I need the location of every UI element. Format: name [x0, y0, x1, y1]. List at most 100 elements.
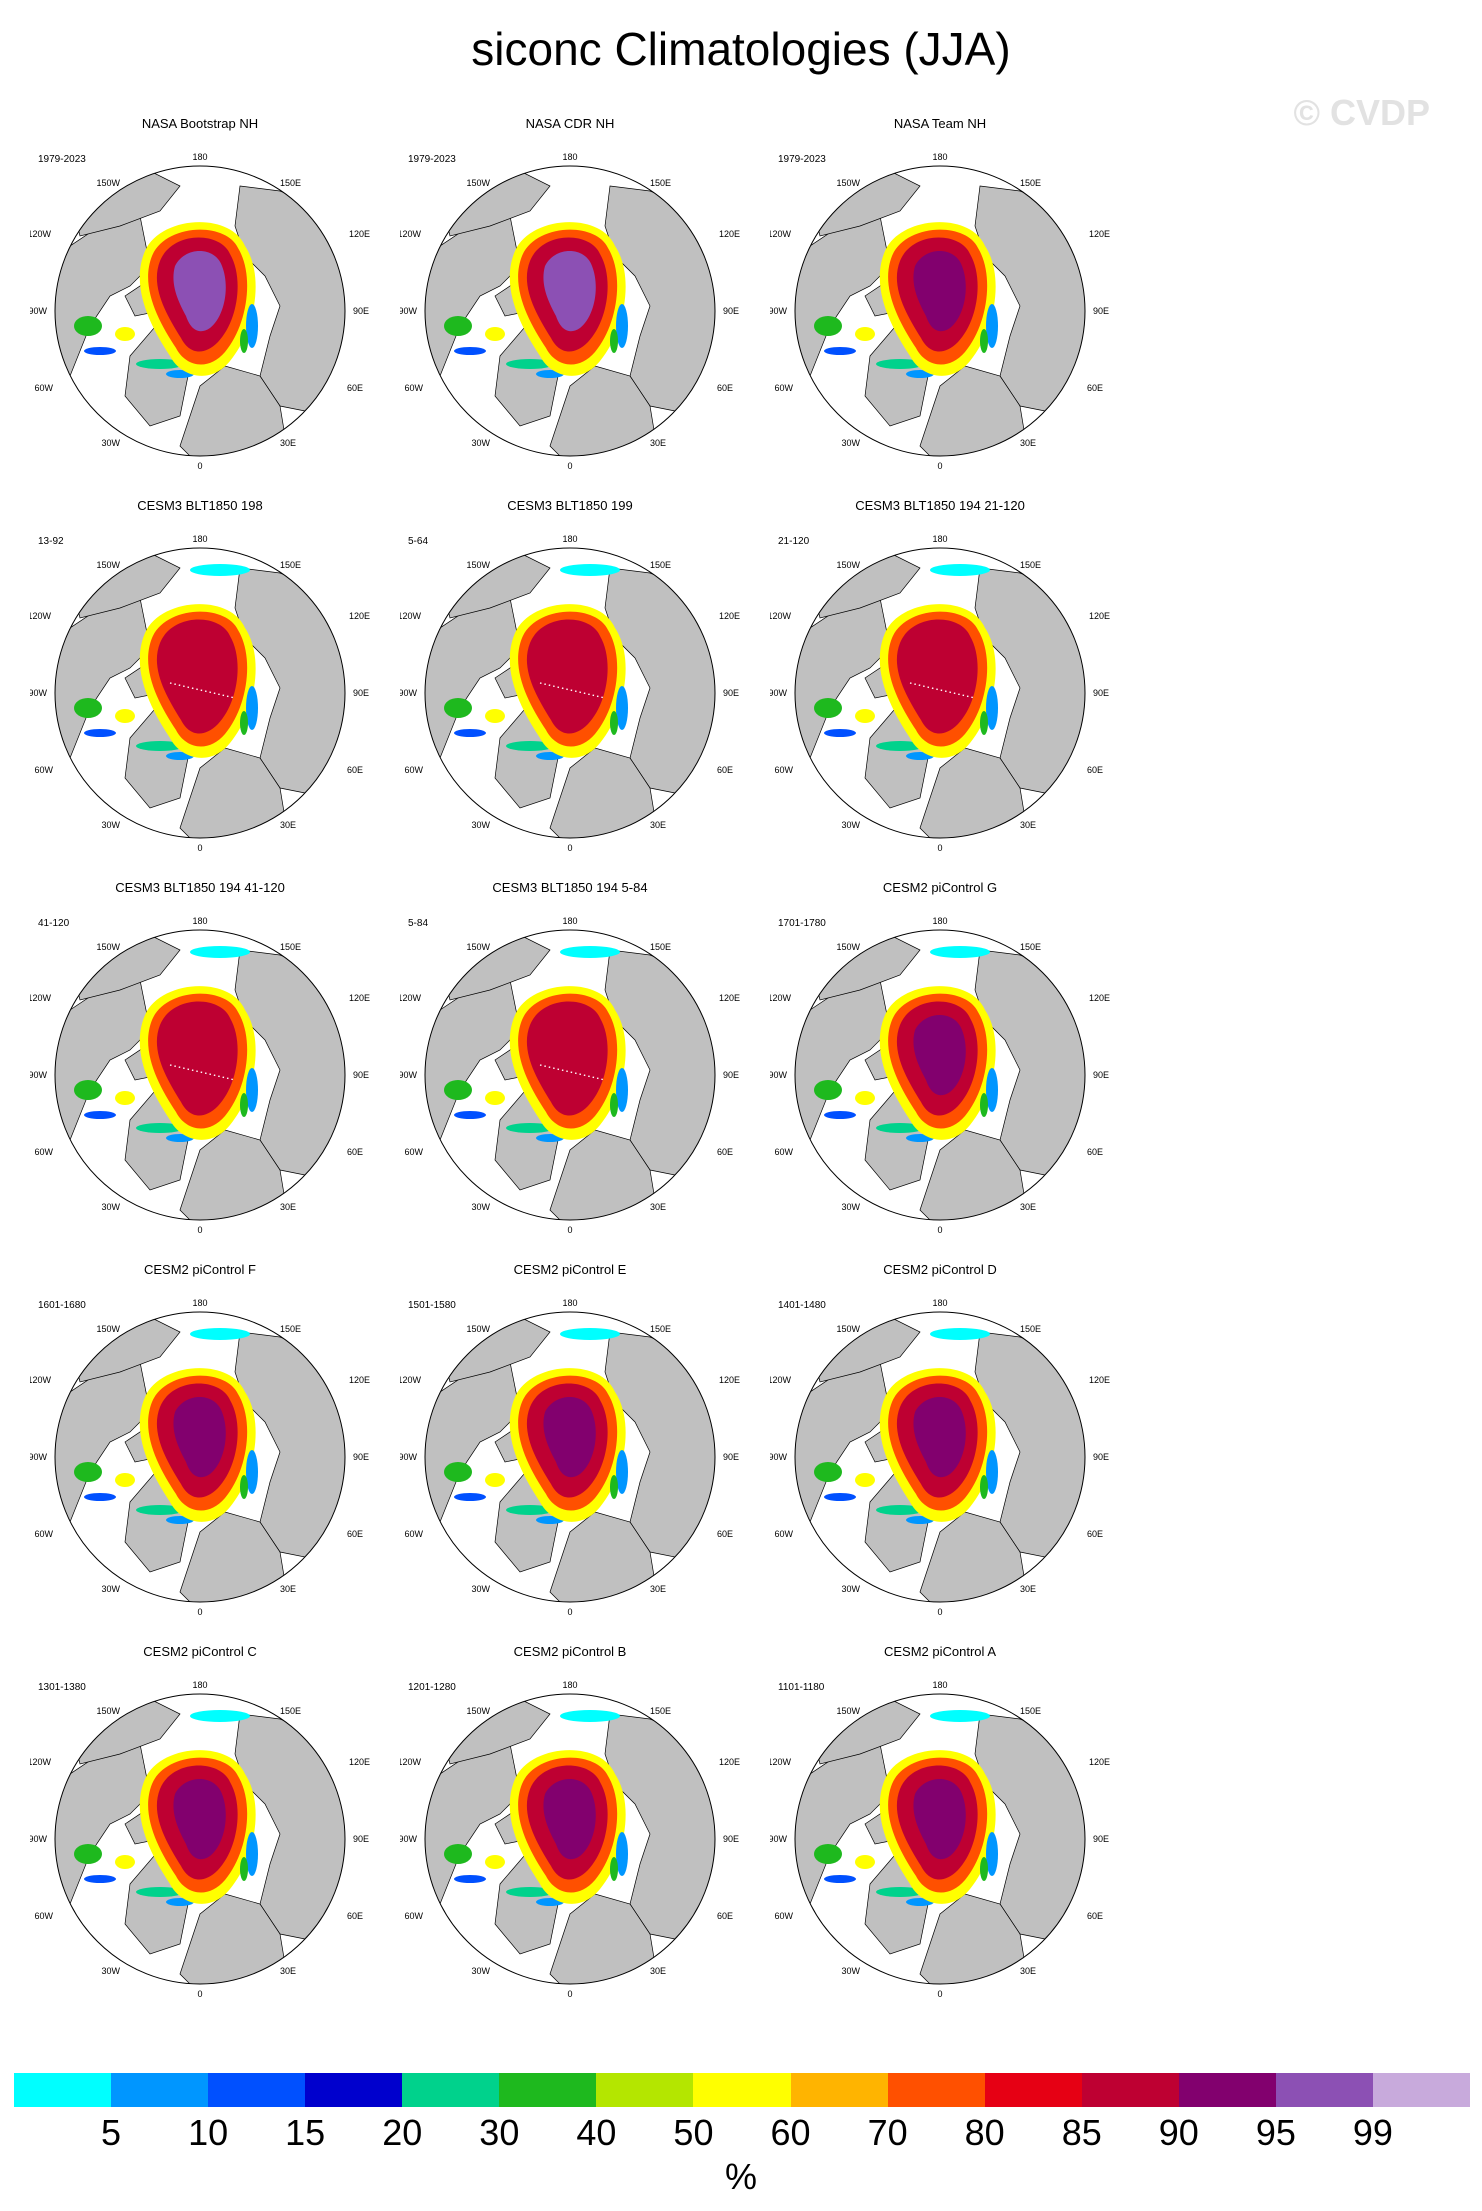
- lon-label-mid-lower-right: 60E: [1087, 765, 1103, 775]
- lon-label-lower-right: 30E: [280, 820, 296, 830]
- polar-map: 180 150E 120E 90E 60E 30E 0 30W 60W 90W 120W 150W: [770, 1298, 1110, 1617]
- lon-label-mid-upper-right: 120E: [1089, 1375, 1110, 1385]
- panel-years: 1301-1380: [38, 1682, 86, 1693]
- watermark: © CVDP: [1293, 92, 1430, 133]
- polar-map: 180 150E 120E 90E 60E 30E 0 30W 60W 90W 120W 150W: [770, 534, 1110, 853]
- panel-title: CESM2 piControl B: [513, 1644, 627, 1659]
- lon-label-upper-right: 150E: [1020, 942, 1041, 952]
- lon-label-lower-left: 30W: [101, 1584, 120, 1594]
- lon-label-mid-upper-right: 120E: [349, 993, 370, 1003]
- lon-label-mid-upper-right: 120E: [719, 1375, 740, 1385]
- lon-label-top: 180: [932, 1298, 947, 1308]
- polar-map: 180 150E 120E 90E 60E 30E 0 30W 60W 90W 120W 150W: [400, 1298, 740, 1617]
- panel-years: 5-64: [408, 536, 429, 547]
- lon-label-left: 90W: [30, 306, 47, 316]
- panel-title: NASA Team NH: [893, 116, 987, 131]
- colorbar-tick-label: 30: [479, 2112, 520, 2153]
- colorbar-tick-label: 40: [576, 2112, 617, 2153]
- lon-label-mid-lower-right: 60E: [347, 765, 363, 775]
- lon-label-top: 180: [192, 152, 207, 162]
- colorbar-swatch: [693, 2073, 791, 2107]
- lon-label-lower-left: 30W: [101, 820, 120, 830]
- lon-label-left: 90W: [400, 688, 417, 698]
- lon-label-right: 90E: [353, 1070, 369, 1080]
- map-panel: NASA Team NH 1979-2023 180 150E 120E 90E 60E 30…: [770, 116, 1110, 486]
- lon-label-bottom: 0: [937, 461, 942, 471]
- lon-label-lower-right: 30E: [280, 1966, 296, 1976]
- panel-years: 1101-1180: [778, 1682, 825, 1693]
- lon-label-top: 180: [562, 1680, 577, 1690]
- lon-label-right: 90E: [353, 1834, 369, 1844]
- lon-label-right: 90E: [353, 306, 369, 316]
- colorbar-swatch: [499, 2073, 597, 2107]
- lon-label-mid-lower-right: 60E: [347, 1911, 363, 1921]
- panel-years: 13-92: [38, 536, 64, 547]
- lon-label-mid-lower-right: 60E: [347, 1529, 363, 1539]
- colorbar-swatch: [596, 2073, 694, 2107]
- lon-label-top: 180: [562, 916, 577, 926]
- colorbar-tick-label: 15: [285, 2112, 326, 2153]
- lon-label-bottom: 0: [937, 843, 942, 853]
- lon-label-bottom: 0: [567, 843, 572, 853]
- lon-label-right: 90E: [1093, 306, 1109, 316]
- lon-label-upper-left: 150W: [96, 560, 120, 570]
- lon-label-mid-upper-right: 120E: [349, 1375, 370, 1385]
- colorbar-swatch: [1275, 2073, 1373, 2107]
- lon-label-upper-left: 150W: [836, 1324, 860, 1334]
- lon-label-upper-left: 150W: [836, 942, 860, 952]
- lon-label-right: 90E: [723, 1834, 739, 1844]
- lon-label-mid-upper-left: 120W: [770, 1757, 792, 1767]
- lon-label-mid-upper-left: 120W: [770, 993, 792, 1003]
- lon-label-mid-upper-left: 120W: [770, 229, 792, 239]
- lon-label-mid-upper-left: 120W: [30, 229, 52, 239]
- panel-title: NASA Bootstrap NH: [141, 116, 259, 131]
- lon-label-mid-upper-left: 120W: [400, 229, 422, 239]
- lon-label-mid-lower-left: 60W: [774, 383, 793, 393]
- lon-label-top: 180: [932, 152, 947, 162]
- polar-map: 180 150E 120E 90E 60E 30E 0 30W 60W 90W 120W 150W: [30, 534, 370, 853]
- lon-label-lower-right: 30E: [280, 1202, 296, 1212]
- polar-map: 180 150E 120E 90E 60E 30E 0 30W 60W 90W 120W 150W: [770, 1680, 1110, 1999]
- lon-label-bottom: 0: [937, 1225, 942, 1235]
- lon-label-left: 90W: [400, 1070, 417, 1080]
- lon-label-mid-upper-right: 120E: [719, 229, 740, 239]
- lon-label-mid-lower-left: 60W: [404, 1911, 423, 1921]
- colorbar-swatch: [111, 2073, 209, 2107]
- panel-title: CESM3 BLT1850 198: [137, 498, 263, 513]
- lon-label-lower-left: 30W: [471, 1584, 490, 1594]
- lon-label-bottom: 0: [567, 1607, 572, 1617]
- panel-years: 1201-1280: [408, 1682, 456, 1693]
- lon-label-upper-left: 150W: [96, 1324, 120, 1334]
- lon-label-right: 90E: [353, 688, 369, 698]
- colorbar-swatch: [887, 2073, 985, 2107]
- lon-label-mid-upper-right: 120E: [719, 993, 740, 1003]
- lon-label-upper-right: 150E: [280, 1706, 301, 1716]
- colorbar-tick-label: 85: [1061, 2112, 1102, 2153]
- lon-label-upper-right: 150E: [280, 1324, 301, 1334]
- lon-label-top: 180: [932, 534, 947, 544]
- lon-label-right: 90E: [353, 1452, 369, 1462]
- lon-label-mid-upper-right: 120E: [719, 611, 740, 621]
- panel-years: 21-120: [778, 536, 810, 547]
- lon-label-mid-upper-left: 120W: [30, 1375, 52, 1385]
- map-panel: CESM2 piControl D 1401-1480 180 150E 120E 90E…: [770, 1262, 1110, 1632]
- colorbar-tick-label: 10: [188, 2112, 229, 2153]
- panel-years: 1601-1680: [38, 1300, 86, 1311]
- polar-map: 180 150E 120E 90E 60E 30E 0 30W 60W 90W 120W 150W: [400, 1680, 740, 1999]
- colorbar-tick-label: 95: [1255, 2112, 1296, 2153]
- panel-years: 1979-2023: [38, 154, 86, 165]
- lon-label-mid-lower-left: 60W: [774, 1529, 793, 1539]
- lon-label-mid-lower-right: 60E: [1087, 1147, 1103, 1157]
- lon-label-bottom: 0: [197, 843, 202, 853]
- polar-map: 180 150E 120E 90E 60E 30E 0 30W 60W 90W 120W 150W: [30, 1298, 370, 1617]
- lon-label-top: 180: [932, 1680, 947, 1690]
- colorbar-tick-label: 70: [867, 2112, 908, 2153]
- map-panel: NASA Bootstrap NH 1979-2023 180 150E 120E 90E…: [30, 116, 370, 486]
- lon-label-lower-right: 30E: [1020, 1202, 1036, 1212]
- lon-label-left: 90W: [770, 1834, 787, 1844]
- lon-label-lower-left: 30W: [101, 1966, 120, 1976]
- lon-label-mid-lower-right: 60E: [347, 383, 363, 393]
- lon-label-left: 90W: [30, 688, 47, 698]
- lon-label-left: 90W: [400, 1452, 417, 1462]
- lon-label-mid-lower-left: 60W: [404, 765, 423, 775]
